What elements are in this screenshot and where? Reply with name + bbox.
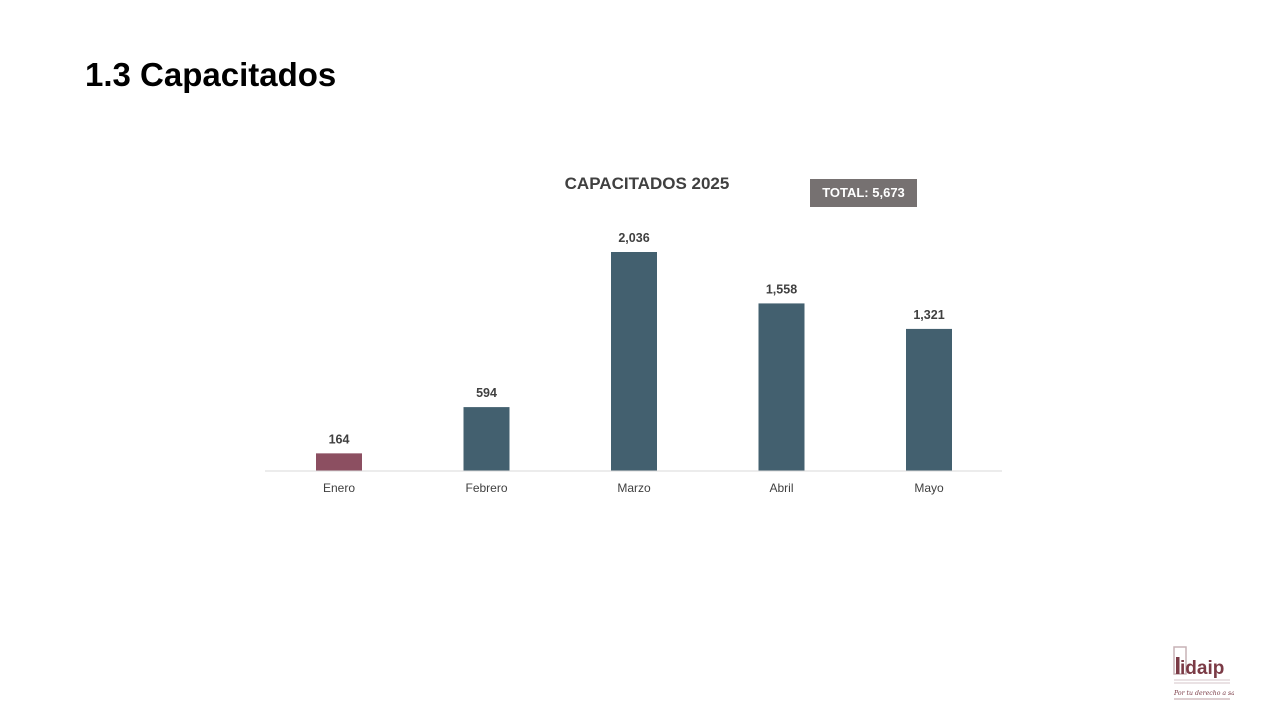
slide-title: 1.3 Capacitados [85,56,337,93]
total-badge: TOTAL: 5,673 [810,179,917,207]
chart-title: CAPACITADOS 2025 [564,174,730,193]
bar-abril [758,303,805,471]
data-label-abril: 1,558 [766,282,797,296]
bar-enero [316,453,362,471]
data-label-mayo: 1,321 [913,308,944,322]
bar-mayo [906,328,952,471]
x-tick-label-mayo: Mayo [914,481,944,495]
svg-text:Por tu derecho a saber: Por tu derecho a saber [1173,690,1234,697]
data-label-enero: 164 [329,432,350,446]
x-tick-label-enero: Enero [323,481,355,495]
bar-marzo [611,252,657,471]
ticks-layer: Enero Febrero Marzo Abril Mayo [323,481,944,495]
idaip-logo: idaip Por tu derecho a saber [1173,646,1234,700]
data-label-febrero: 594 [476,386,497,400]
bars-layer [316,252,952,471]
labels-layer: 164 594 2,036 1,558 1,321 [329,231,945,446]
x-tick-label-febrero: Febrero [465,481,507,495]
x-tick-label-marzo: Marzo [617,481,651,495]
bar-febrero [463,407,510,471]
svg-text:idaip: idaip [1180,658,1224,679]
data-label-marzo: 2,036 [618,231,649,245]
x-tick-label-abril: Abril [769,481,793,495]
